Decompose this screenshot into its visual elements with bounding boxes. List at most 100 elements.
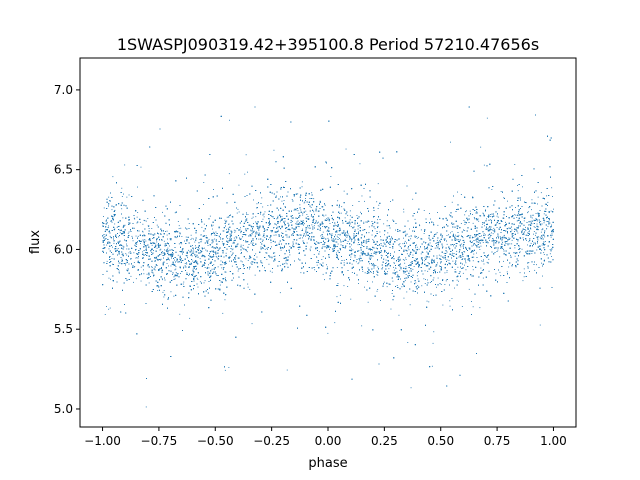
data-point xyxy=(366,241,368,243)
data-point xyxy=(503,234,505,236)
data-point xyxy=(349,221,351,223)
data-point xyxy=(416,244,417,246)
data-point xyxy=(364,286,365,288)
data-point xyxy=(431,259,433,261)
data-point xyxy=(123,193,124,195)
data-point xyxy=(436,239,438,241)
data-point xyxy=(347,241,349,242)
data-point xyxy=(271,231,273,233)
data-point xyxy=(232,242,234,244)
data-point xyxy=(293,209,295,211)
data-point xyxy=(260,262,262,263)
data-point xyxy=(475,239,477,240)
data-point xyxy=(244,221,246,223)
data-point xyxy=(229,119,230,121)
data-point xyxy=(394,273,396,275)
data-point xyxy=(415,247,416,249)
data-point xyxy=(529,238,531,239)
data-point xyxy=(249,289,251,290)
data-point xyxy=(337,234,339,235)
data-point xyxy=(406,253,408,255)
data-point xyxy=(472,196,474,198)
data-point xyxy=(490,216,492,217)
data-point xyxy=(407,247,409,249)
data-point xyxy=(503,260,504,262)
data-point xyxy=(541,244,543,246)
data-point xyxy=(360,211,361,213)
data-point xyxy=(496,215,498,217)
data-point xyxy=(511,239,513,241)
data-point xyxy=(377,183,379,185)
data-point xyxy=(245,258,247,260)
data-point xyxy=(429,268,431,270)
data-point xyxy=(285,230,287,232)
data-point xyxy=(118,236,120,238)
data-point xyxy=(199,258,201,260)
data-point xyxy=(208,255,210,256)
data-point xyxy=(215,231,217,233)
data-point xyxy=(196,251,198,253)
data-point xyxy=(260,242,262,243)
data-point xyxy=(118,262,120,264)
data-point xyxy=(482,212,484,214)
data-point xyxy=(154,260,156,261)
data-point xyxy=(528,231,530,233)
data-point xyxy=(420,253,422,255)
data-point xyxy=(200,250,201,251)
data-point xyxy=(393,269,395,271)
data-point xyxy=(380,244,382,246)
data-point xyxy=(551,225,552,227)
data-point xyxy=(201,226,203,228)
data-point xyxy=(310,207,312,208)
data-point xyxy=(548,219,550,221)
data-point xyxy=(387,271,388,273)
data-point xyxy=(108,196,110,198)
data-point xyxy=(225,271,227,273)
data-point xyxy=(540,248,541,250)
data-point xyxy=(533,231,535,232)
data-point xyxy=(408,236,410,238)
data-point xyxy=(347,233,349,235)
data-point xyxy=(325,214,327,216)
data-point xyxy=(351,248,352,250)
data-point xyxy=(466,210,467,212)
data-point xyxy=(250,229,252,231)
data-point xyxy=(458,236,459,238)
data-point xyxy=(361,243,363,244)
data-point xyxy=(505,243,507,244)
data-point xyxy=(403,211,405,213)
data-point xyxy=(324,243,325,245)
data-point xyxy=(142,231,144,233)
data-point xyxy=(119,262,121,264)
data-point xyxy=(371,234,373,236)
data-point xyxy=(247,283,249,285)
data-point xyxy=(231,254,233,256)
data-point xyxy=(145,245,147,247)
data-point xyxy=(331,233,333,235)
data-point xyxy=(111,221,113,223)
data-point xyxy=(406,291,408,293)
data-point xyxy=(360,257,362,259)
data-point xyxy=(245,241,247,243)
data-point xyxy=(133,262,135,263)
data-point xyxy=(222,230,224,232)
data-point xyxy=(133,266,135,268)
data-point xyxy=(328,217,330,219)
data-point xyxy=(118,225,120,227)
data-point xyxy=(538,245,540,247)
data-point xyxy=(405,266,407,268)
data-point xyxy=(334,224,336,226)
data-point xyxy=(305,233,307,235)
data-point xyxy=(527,244,528,246)
data-point xyxy=(191,255,193,257)
data-point xyxy=(483,213,484,215)
data-point xyxy=(357,238,359,239)
data-point xyxy=(297,225,299,227)
data-point xyxy=(468,247,470,249)
data-point xyxy=(304,201,306,203)
data-point xyxy=(154,269,156,271)
data-point xyxy=(255,231,257,233)
data-point xyxy=(281,216,283,218)
data-point xyxy=(535,202,536,204)
data-point xyxy=(440,284,442,285)
